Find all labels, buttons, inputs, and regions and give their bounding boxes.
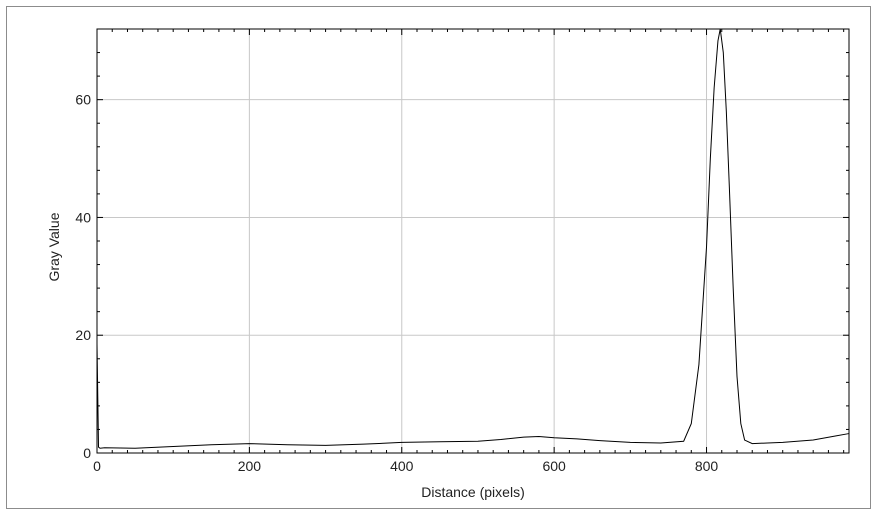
plot-area-border [96,28,850,454]
y-axis-title: Gray Value [46,212,62,281]
x-tick-label: 0 [93,458,101,474]
x-tick-label: 400 [390,458,414,474]
profile-series-line [96,28,850,449]
x-axis-title: Distance (pixels) [421,484,524,500]
y-tick-label: 60 [75,92,91,108]
y-tick-label: 0 [83,445,91,461]
profile-chart: 0 200 400 600 800 0 20 40 60 Distance (pixels) G… [46,28,850,500]
y-tick-label: 20 [75,327,91,343]
x-tick-label: 600 [542,458,566,474]
plot-window-frame: 0 200 400 600 800 0 20 40 60 Distance (pixels) G… [6,6,871,509]
x-tick-label: 200 [238,458,262,474]
y-tick-label: 40 [75,209,91,225]
x-tick-label: 800 [695,458,719,474]
